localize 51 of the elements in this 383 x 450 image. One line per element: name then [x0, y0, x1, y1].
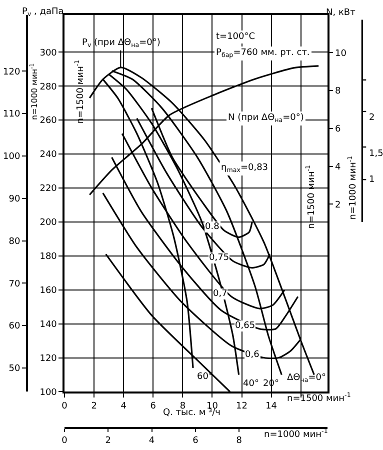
text: 1,5: [369, 149, 383, 159]
x-tick-label: 12: [236, 401, 248, 412]
x-tick-label: 0: [62, 401, 68, 412]
y2-tick-label: 8: [335, 86, 342, 97]
y-tick-label: 260: [40, 116, 58, 126]
y-tick-label: 100: [40, 388, 58, 398]
annotation: n=1500 мин$^{-1}$: [287, 392, 351, 404]
annotation: 0,75: [209, 253, 230, 263]
y2-tick-label: 6: [335, 124, 342, 135]
y-tick-label: 220: [40, 184, 58, 194]
text: 2: [369, 113, 375, 123]
text: P$_{v}$ , даПа: [22, 7, 64, 18]
annotation: 0,7: [213, 289, 228, 299]
y-tick-label: 240: [40, 150, 58, 160]
annotation: 60°: [197, 372, 213, 382]
y3-tick-label: 100: [3, 152, 20, 162]
y-tick-label: 180: [40, 252, 58, 262]
x-tick-label: 14: [266, 401, 278, 412]
annotation: N (при ΔΘ$_{на}$=0°): [228, 113, 304, 124]
annotation: η$_{max}$=0,83: [221, 163, 268, 174]
x2-tick-label: 6: [192, 436, 199, 446]
x2-tick-label: 0: [62, 436, 68, 446]
y-tick-label: 140: [40, 320, 58, 330]
y3-tick-label: 50: [8, 364, 20, 374]
x-tick-label: 2: [91, 401, 97, 412]
annotation: 0.8: [205, 222, 220, 232]
x2-tick-label: 8: [236, 436, 242, 446]
y3-tick-label: 70: [8, 279, 20, 290]
y3-tick-label: 90: [8, 194, 20, 205]
x2-tick-label: 4: [148, 436, 155, 446]
y-tick-label: 160: [40, 286, 58, 296]
annotation: 0,6: [245, 350, 260, 360]
x-tick-label: 4: [120, 401, 127, 412]
x2-tick-label: 2: [105, 436, 112, 446]
y3-tick-label: 110: [3, 110, 20, 120]
text: 1: [369, 175, 375, 185]
y-tick-label: 300: [40, 48, 58, 58]
y-tick-label: 200: [40, 218, 58, 228]
y-tick-label: 280: [40, 82, 58, 92]
x-tick-label: 6: [150, 401, 156, 412]
annotation: 40°: [243, 379, 259, 389]
annotation: 0,65: [235, 321, 256, 331]
y3-tick-label: 80: [8, 236, 20, 247]
y3-tick-label: 120: [3, 67, 20, 78]
y2-tick-label: 2: [335, 200, 341, 210]
annotation: P$_{бар}$=760 мм. рт. ст.: [216, 48, 310, 59]
y2-tick-label: 4: [335, 162, 342, 172]
y2-tick-label: 10: [335, 48, 347, 59]
y3-tick-label: 60: [8, 322, 20, 332]
y-tick-label: 120: [40, 354, 58, 364]
annotation: t=100°C: [216, 32, 256, 42]
